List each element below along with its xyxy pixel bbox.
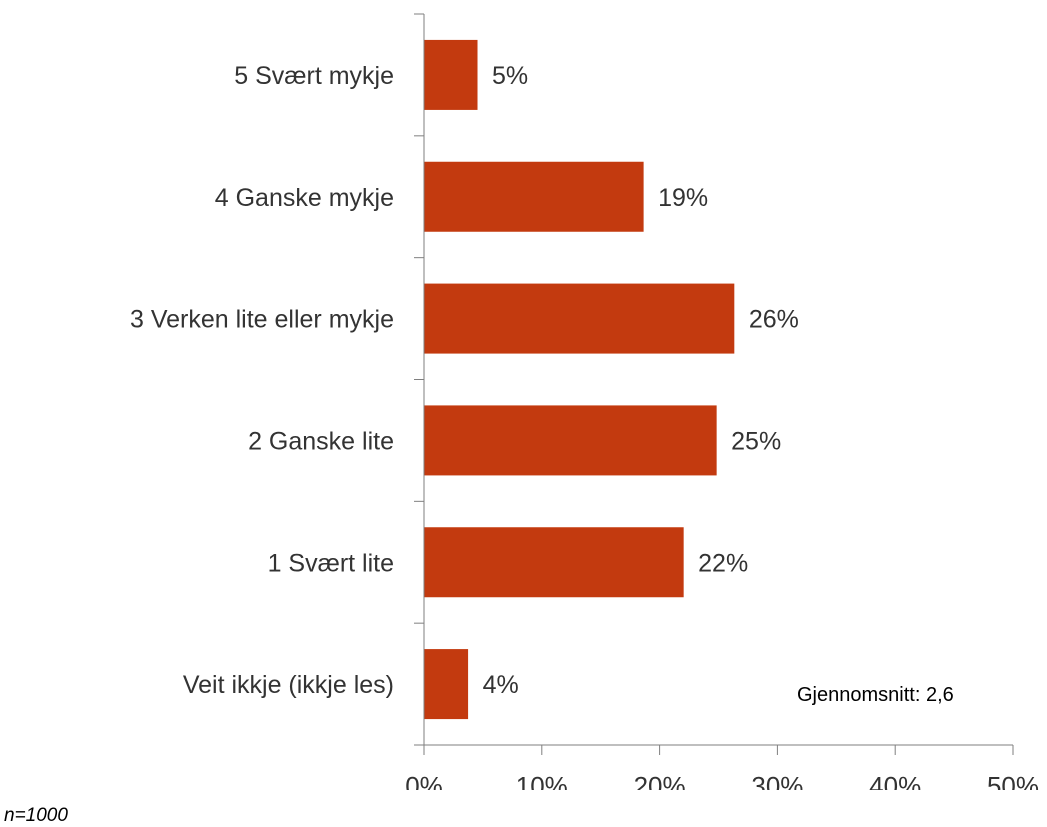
x-tick-label: 50% [987, 771, 1039, 790]
chart-bars [424, 39, 735, 720]
value-label: 22% [698, 549, 748, 577]
x-tick-label: 40% [869, 771, 921, 790]
sample-size-note: n=1000 [4, 805, 68, 826]
category-label: 1 Svært lite [268, 549, 394, 577]
value-labels: 5% 19% 26% 25% 22% 4% [483, 62, 799, 699]
value-label: 4% [483, 671, 519, 699]
category-label: 5 Svært mykje [234, 62, 394, 90]
x-tick-label: 20% [634, 771, 686, 790]
bar [424, 283, 735, 354]
x-tick-label: 10% [516, 771, 568, 790]
category-label: Veit ikkje (ikkje les) [183, 671, 394, 699]
value-label: 26% [749, 306, 799, 334]
x-axis-ticks: 0% 10% 20% 30% 40% 50% [405, 745, 1039, 790]
x-tick-label: 0% [405, 771, 443, 790]
x-tick-label: 30% [751, 771, 803, 790]
category-labels: 5 Svært mykje 4 Ganske mykje 3 Verken lite… [130, 62, 394, 699]
category-label: 4 Ganske mykje [215, 184, 394, 212]
average-annotation: Gjennomsnitt: 2,6 [797, 684, 954, 706]
bar [424, 527, 684, 598]
value-label: 25% [731, 427, 781, 455]
value-label: 19% [658, 184, 708, 212]
value-label: 5% [492, 62, 528, 90]
bar [424, 39, 478, 110]
bar-chart: 5 Svært mykje 4 Ganske mykje 3 Verken lite… [130, 13, 1039, 790]
chart-axes [414, 13, 1013, 746]
bar [424, 405, 717, 476]
bar [424, 649, 469, 720]
category-label: 2 Ganske lite [248, 427, 394, 455]
category-label: 3 Verken lite eller mykje [130, 306, 394, 334]
bar [424, 161, 644, 232]
